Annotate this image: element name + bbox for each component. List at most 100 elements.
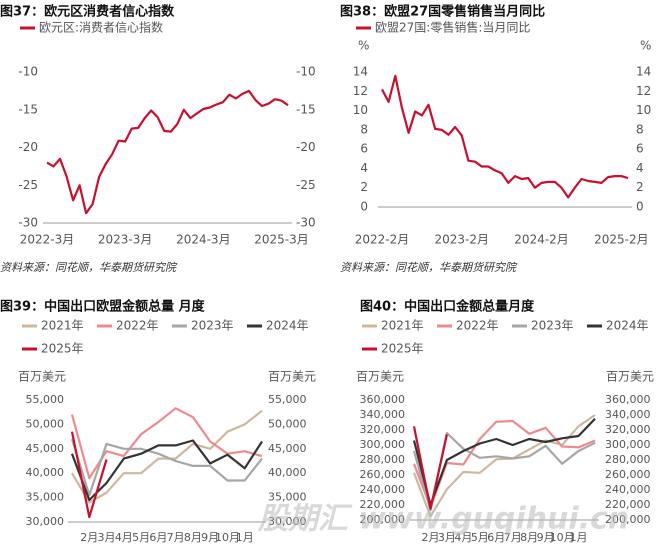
y-tick-label-right: 300,000 bbox=[605, 438, 651, 451]
y-tick-label-right: 30,000 bbox=[268, 515, 307, 528]
y-tick-label: 14 bbox=[353, 65, 368, 79]
axis-unit: 百万美元 bbox=[356, 370, 404, 384]
legend-label: 2023年 bbox=[531, 319, 574, 333]
y-tick-label-right: -15 bbox=[296, 102, 316, 116]
y-tick-label-right: 10 bbox=[636, 103, 651, 117]
series-line bbox=[412, 414, 596, 518]
legend-label: 2022年 bbox=[456, 319, 499, 333]
y-tick-label-right: 50,000 bbox=[268, 417, 307, 430]
x-tick-label: 2022-2月 bbox=[355, 233, 410, 247]
x-tick-label: 5月 bbox=[471, 531, 489, 544]
watermark: 股期汇 www.guqihui.cn bbox=[257, 502, 629, 537]
y-tick-label: 6 bbox=[360, 142, 368, 156]
legend-label: 2023年 bbox=[191, 319, 234, 333]
source: 资料来源：同花顺，华泰期货研究院 bbox=[0, 261, 178, 274]
y-tick-label: 0 bbox=[360, 200, 368, 214]
axis-unit: % bbox=[640, 39, 651, 53]
x-tick-label: 3月 bbox=[438, 531, 456, 544]
y-tick-label: 40,000 bbox=[26, 466, 65, 479]
chart-title: 图40：中国出口金额总量月度 bbox=[360, 299, 535, 315]
y-tick-label: 4 bbox=[360, 161, 368, 175]
chart-title: 图38：欧盟27国零售销售当月同比 bbox=[340, 4, 545, 20]
x-tick-label: 2022-3月 bbox=[20, 233, 75, 247]
y-tick-label: 200,000 bbox=[360, 513, 406, 526]
x-tick-label: 9月 bbox=[201, 531, 219, 544]
y-tick-label: 340,000 bbox=[360, 408, 406, 421]
y-tick-label-right: 240,000 bbox=[605, 483, 651, 496]
x-tick-label: 6月 bbox=[149, 531, 167, 544]
y-tick-label: 360,000 bbox=[360, 393, 406, 406]
x-tick-label: 8月 bbox=[520, 531, 538, 544]
y-tick-label: 300,000 bbox=[360, 438, 406, 451]
x-tick-label: 2月 bbox=[80, 531, 98, 544]
y-tick-label: 12 bbox=[353, 84, 368, 98]
series-line bbox=[412, 426, 448, 510]
series-line bbox=[71, 409, 263, 504]
y-tick-label-right: 6 bbox=[636, 142, 644, 156]
y-tick-label-right: -30 bbox=[296, 216, 316, 230]
series-line bbox=[412, 418, 596, 507]
x-tick-label: 7月 bbox=[504, 531, 522, 544]
y-tick-label: 10 bbox=[353, 103, 368, 117]
series-line bbox=[70, 431, 108, 519]
series-line bbox=[70, 438, 263, 497]
x-tick-label: 2024-3月 bbox=[176, 233, 231, 247]
y-tick-label: 220,000 bbox=[360, 498, 406, 511]
y-tick-label: 45,000 bbox=[26, 442, 65, 455]
x-tick-label: 4月 bbox=[454, 531, 472, 544]
y-tick-label: 240,000 bbox=[360, 483, 406, 496]
x-tick-label: 6月 bbox=[487, 531, 505, 544]
series-line bbox=[70, 439, 263, 502]
x-tick-label: 10月 bbox=[550, 531, 575, 544]
y-tick-label-right: 35,000 bbox=[268, 491, 307, 504]
y-tick-label-right: 40,000 bbox=[268, 466, 307, 479]
legend-label: 2024年 bbox=[606, 319, 649, 333]
x-tick-label: 2月 bbox=[421, 531, 439, 544]
legend-label: 欧元区:消费者信心指数 bbox=[39, 20, 163, 35]
y-tick-label-right: 8 bbox=[636, 122, 644, 136]
x-tick-label: 2023-3月 bbox=[98, 233, 153, 247]
y-tick-label-right: -25 bbox=[296, 178, 316, 192]
x-tick-label: 5月 bbox=[132, 531, 150, 544]
x-tick-label: 1月 bbox=[570, 531, 588, 544]
y-tick-label: -30 bbox=[18, 216, 38, 230]
legend-label: 欧盟27国:零售销售:当月同比 bbox=[375, 20, 530, 35]
y-tick-label-right: 2 bbox=[636, 180, 644, 194]
series-line bbox=[70, 407, 263, 480]
x-tick-label: 2025-3月 bbox=[254, 233, 309, 247]
y-tick-label: 55,000 bbox=[26, 393, 65, 406]
y-tick-label-right: 55,000 bbox=[268, 393, 307, 406]
y-tick-label: -20 bbox=[18, 140, 38, 154]
y-tick-label-right: 200,000 bbox=[605, 513, 651, 526]
y-tick-label: 280,000 bbox=[360, 453, 406, 466]
y-tick-label: -15 bbox=[18, 102, 38, 116]
axis-unit: 百万美元 bbox=[606, 370, 654, 384]
y-tick-label: -10 bbox=[18, 65, 38, 79]
y-tick-label: 260,000 bbox=[360, 468, 406, 481]
x-tick-label: 1月 bbox=[236, 531, 254, 544]
x-tick-label: 9月 bbox=[537, 531, 555, 544]
x-tick-label: 10月 bbox=[215, 531, 240, 544]
y-tick-label: 35,000 bbox=[26, 491, 65, 504]
y-tick-label-right: 340,000 bbox=[605, 408, 651, 421]
y-tick-label-right: 220,000 bbox=[605, 498, 651, 511]
y-tick-label: 30,000 bbox=[26, 515, 65, 528]
y-tick-label-right: 360,000 bbox=[605, 393, 651, 406]
x-tick-label: 8月 bbox=[184, 531, 202, 544]
chart-title: 图39：中国出口欧盟金额总量 月度 bbox=[0, 299, 206, 315]
y-tick-label-right: 280,000 bbox=[605, 453, 651, 466]
legend-label: 2021年 bbox=[41, 319, 84, 333]
chart-title: 图37：欧元区消费者信心指数 bbox=[0, 4, 175, 20]
series-line bbox=[381, 74, 629, 199]
axis-unit: % bbox=[358, 39, 369, 53]
y-tick-label-right: 14 bbox=[636, 65, 651, 79]
y-tick-label-right: -10 bbox=[296, 65, 316, 79]
y-tick-label-right: 0 bbox=[636, 200, 644, 214]
y-tick-label-right: 4 bbox=[636, 161, 644, 175]
x-tick-label: 2024-2月 bbox=[514, 233, 569, 247]
legend-label: 2021年 bbox=[381, 319, 424, 333]
x-tick-label: 3月 bbox=[98, 531, 116, 544]
y-tick-label: 50,000 bbox=[26, 417, 65, 430]
legend-label: 2024年 bbox=[266, 319, 309, 333]
